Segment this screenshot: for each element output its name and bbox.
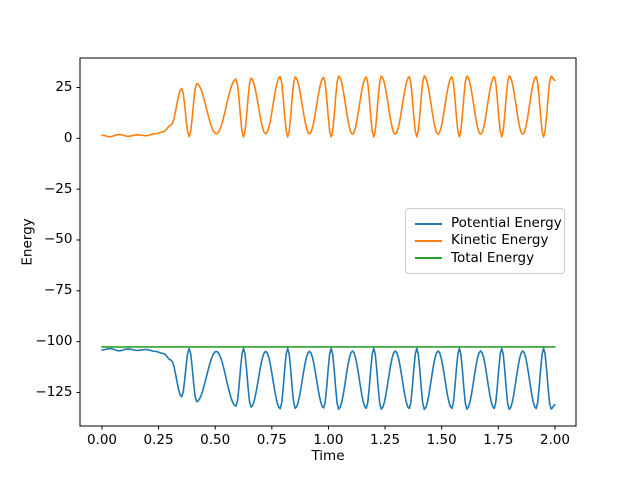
y-tick-label: −25 <box>44 180 73 197</box>
y-tick-label: −75 <box>44 282 73 299</box>
legend-entry-total-energy: Total Energy <box>415 250 556 267</box>
x-tick-label: 0.25 <box>143 431 174 448</box>
y-tick-label: −50 <box>44 231 73 248</box>
legend-label: Kinetic Energy <box>451 232 549 249</box>
legend-line-sample-total <box>415 257 442 260</box>
x-tick-label: 1.00 <box>313 431 344 448</box>
legend-entry-potential-energy: Potential Energy <box>415 215 562 232</box>
x-tick-label: 1.25 <box>370 431 401 448</box>
legend-line-sample-kinetic <box>415 239 442 242</box>
y-axis-title: Energy <box>19 218 36 266</box>
x-tick-label: 0.50 <box>200 431 231 448</box>
legend-label: Total Energy <box>451 249 535 266</box>
tick-marks <box>76 86 556 430</box>
legend-label: Potential Energy <box>451 214 562 231</box>
x-tick-label: 0.00 <box>86 431 117 448</box>
x-tick-label: 2.00 <box>539 431 570 448</box>
series-line-potential-energy <box>101 347 556 411</box>
x-tick-label: 0.75 <box>256 431 287 448</box>
x-tick-label: 1.75 <box>483 431 514 448</box>
legend-line-sample-potential <box>415 222 442 225</box>
y-tick-label: −100 <box>35 333 73 350</box>
x-axis-title: Time <box>311 448 345 464</box>
x-tick-label: 1.50 <box>426 431 457 448</box>
series-line-kinetic-energy <box>101 75 556 138</box>
legend-entry-kinetic-energy: Kinetic Energy <box>415 232 556 249</box>
y-tick-label: 0 <box>63 129 73 146</box>
y-tick-label: 25 <box>55 78 73 95</box>
y-tick-label: −125 <box>35 383 73 400</box>
legend: Potential Energy Kinetic Energy Total En… <box>405 208 565 274</box>
